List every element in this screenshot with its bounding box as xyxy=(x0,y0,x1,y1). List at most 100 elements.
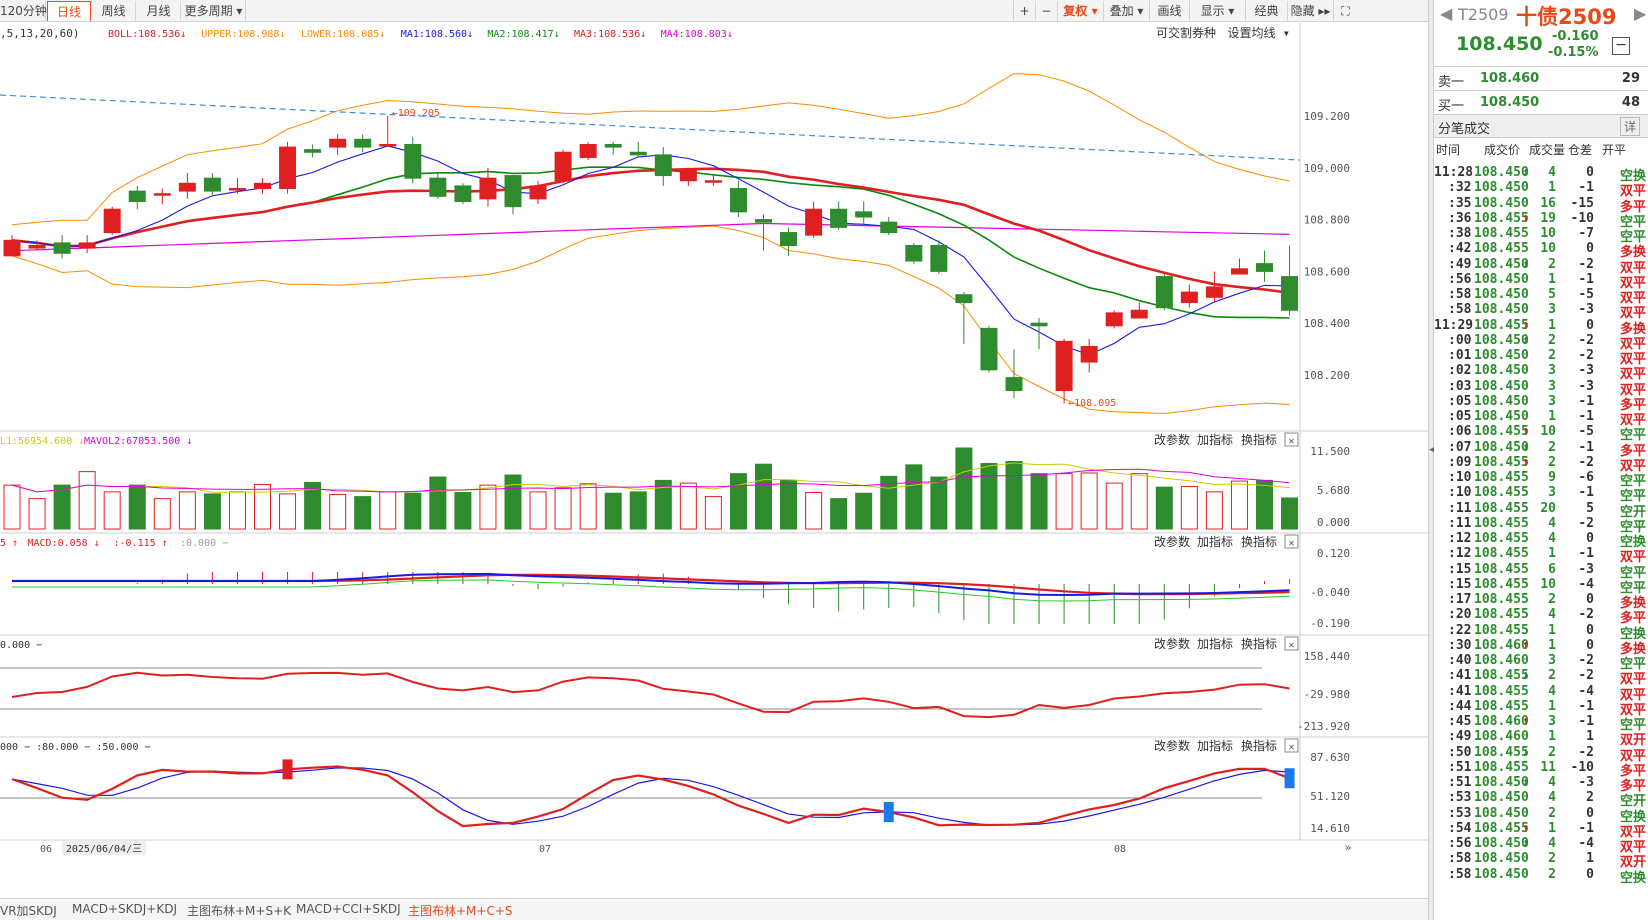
collapse-arrow-icon[interactable]: ◀ xyxy=(1429,445,1436,455)
buy-label: 买一 xyxy=(1438,99,1465,114)
sell-volume: 29 xyxy=(1621,71,1640,86)
candle-body xyxy=(429,177,447,197)
kdj-axis-label: 87.630 xyxy=(1310,751,1350,764)
trade-direction: ↓ xyxy=(1522,165,1530,180)
sub-indicators xyxy=(0,572,1295,828)
candle-body xyxy=(228,188,246,191)
trade-time: :38 xyxy=(1448,226,1472,241)
vol-edit-params-button: 改参数 xyxy=(1154,432,1190,447)
x-axis-cursor-date: 2025/06/04/三 xyxy=(66,844,142,855)
trade-open-close: 双平 xyxy=(1619,550,1646,566)
trade-time: :10 xyxy=(1448,485,1472,501)
trade-volume: 10 xyxy=(1540,576,1556,592)
classic-button[interactable]: 经典 xyxy=(1245,1,1287,21)
trade-open-close: 多平 xyxy=(1619,199,1646,215)
trade-volume: 2 xyxy=(1548,439,1556,455)
main-legend-item: LOWER:108.085↓ xyxy=(301,29,385,40)
volume-bar xyxy=(1130,473,1148,530)
trade-volume: 2 xyxy=(1548,668,1556,684)
period-monthly-button[interactable]: 月线 xyxy=(137,1,181,21)
vol-close-icon xyxy=(1284,432,1299,447)
trade-time: :54 xyxy=(1448,820,1472,836)
period-more-dropdown[interactable]: 更多周期 ▾ xyxy=(182,1,246,21)
period-120min-button[interactable]: 120分钟 xyxy=(0,1,47,21)
hide-button[interactable]: 隐藏 ▸▸ xyxy=(1287,1,1333,21)
volume-bar xyxy=(855,492,873,530)
trade-direction: ↓ xyxy=(1522,744,1530,760)
trade-open-close: 双平 xyxy=(1619,260,1646,276)
trade-oi-change: -7 xyxy=(1578,226,1594,241)
last-price: 108.450 xyxy=(1456,33,1543,55)
candles xyxy=(3,116,1299,404)
trade-oi-change: -5 xyxy=(1578,424,1594,440)
trade-row: :09 108.455 ↑ 2 -2 双平 xyxy=(1434,455,1648,474)
candle-body xyxy=(354,138,372,148)
trade-row: :02 108.450 3 -3 双平 xyxy=(1434,363,1648,382)
trade-row: :56 108.450 ↓ 4 -4 双平 xyxy=(1434,836,1648,855)
prev-contract-icon[interactable]: ◀ xyxy=(1440,4,1453,23)
overlay-dropdown[interactable]: 叠加 ▾ xyxy=(1103,1,1149,21)
candle-body xyxy=(980,327,998,371)
next-contract-icon[interactable]: ▶ xyxy=(1634,4,1647,23)
vol-add-indicator-button: 加指标 xyxy=(1197,432,1233,447)
volume-bar xyxy=(729,473,747,530)
combo-vr-skdj[interactable]: VR加SKDJ xyxy=(0,904,57,918)
combo-boll-m-s-k[interactable]: 主图布林+M+S+K xyxy=(187,904,292,918)
zoom-in-button[interactable]: + xyxy=(1013,1,1035,21)
trade-volume: 1 xyxy=(1548,698,1556,714)
volume-bar xyxy=(128,484,146,530)
kline-chart-svg[interactable]: 109.200 109.000 108.800 108.600 108.400 108.2… xyxy=(0,23,1428,898)
trade-open-close: 空平 xyxy=(1619,718,1646,733)
trade-volume: 1 xyxy=(1548,317,1556,333)
period-weekly-button[interactable]: 周线 xyxy=(92,1,136,21)
combo-macd-skdj-kdj[interactable]: MACD+SKDJ+KDJ xyxy=(72,902,177,916)
trade-time: :50 xyxy=(1448,744,1472,760)
panel-splitter[interactable]: ◀ xyxy=(1428,0,1436,920)
trade-open-close: 双平 xyxy=(1619,702,1646,718)
trade-price: 108.455 xyxy=(1474,759,1529,775)
zoom-out-button[interactable]: − xyxy=(1035,1,1057,21)
adjust-dropdown[interactable]: 复权 ▾ xyxy=(1057,1,1103,21)
candle-body xyxy=(855,211,873,218)
volume-bar xyxy=(980,463,998,530)
volume-bar xyxy=(554,487,572,530)
trade-oi-change: -6 xyxy=(1578,470,1594,485)
trade-row: :58 108.450 2 0 空换 xyxy=(1434,866,1648,886)
trade-open-close: 空平 xyxy=(1619,565,1646,581)
macd-switch-indicator-button: 换指标 xyxy=(1241,534,1277,549)
candle-body xyxy=(454,185,472,202)
trade-time: :53 xyxy=(1448,790,1472,806)
trade-price: 108.450 xyxy=(1474,775,1529,790)
volume-bar xyxy=(254,483,271,530)
trade-open-close: 多换 xyxy=(1619,321,1646,337)
trade-open-close: 多换 xyxy=(1619,641,1646,657)
candle-body xyxy=(729,188,747,213)
trade-detail-button[interactable]: 详 xyxy=(1620,117,1641,136)
trade-volume: 2 xyxy=(1548,866,1556,882)
trade-price: 108.455 xyxy=(1474,576,1529,592)
combo-boll-m-c-s[interactable]: 主图布林+M+C+S xyxy=(408,904,513,918)
trade-open-close: 双平 xyxy=(1619,291,1646,306)
trade-open-close: 空换 xyxy=(1619,809,1646,825)
volume-bars xyxy=(3,447,1299,530)
trade-open-close: 空平 xyxy=(1619,428,1646,444)
trade-time: :05 xyxy=(1448,393,1472,409)
trade-volume: 20 xyxy=(1540,500,1556,516)
draw-line-button[interactable]: 画线 xyxy=(1149,1,1189,21)
kline-chart-area[interactable]: 109.200 109.000 108.800 108.600 108.400 108.2… xyxy=(0,23,1428,898)
combo-macd-cci-skdj[interactable]: MACD+CCI+SKDJ xyxy=(296,902,401,916)
display-dropdown[interactable]: 显示 ▾ xyxy=(1189,1,1245,21)
candle-body xyxy=(529,185,547,200)
trade-row: :15 108.455 10 -4 空平 xyxy=(1434,576,1648,596)
trade-price: 108.455 xyxy=(1474,592,1529,607)
indicator-lines xyxy=(0,73,1301,415)
trade-oi-change: 0 xyxy=(1586,866,1594,882)
trade-volume: 1 xyxy=(1548,409,1556,424)
trade-row: :40 108.460 3 -2 空平 xyxy=(1434,653,1648,672)
fullscreen-icon[interactable]: ⛶ xyxy=(1333,1,1357,21)
trade-open-close: 双平 xyxy=(1619,687,1646,703)
trade-row: :10 108.455 3 -1 空平 xyxy=(1434,485,1648,504)
period-daily-button[interactable]: 日线 xyxy=(47,1,91,21)
high-marker: ←109.205 xyxy=(392,108,440,119)
minimize-icon[interactable]: − xyxy=(1612,37,1630,55)
